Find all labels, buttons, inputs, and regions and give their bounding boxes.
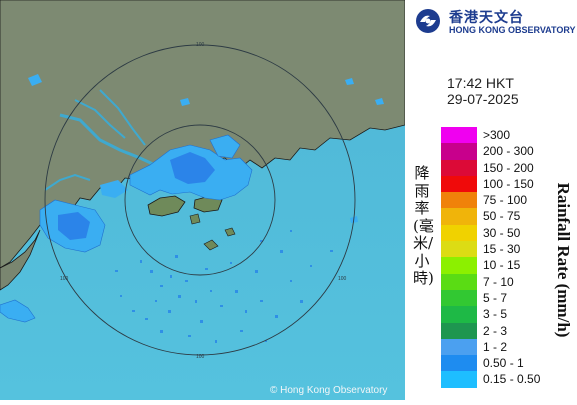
legend-swatch xyxy=(441,257,477,274)
radar-map-svg: 100 100 100 100 xyxy=(0,0,406,400)
legend-label: 30 - 50 xyxy=(483,225,521,240)
legend-label: 150 - 200 xyxy=(483,160,534,175)
rainfall-legend: >300 200 - 300 150 - 200 100 - 150 75 - 100 5… xyxy=(441,127,540,388)
island-small-2 xyxy=(224,227,236,237)
legend-row: 150 - 200 xyxy=(441,159,534,176)
legend-swatch xyxy=(441,192,477,209)
rain-cluster-sw xyxy=(0,299,36,323)
rain-patch-nw xyxy=(28,74,42,86)
legend-row: 0.50 - 1 xyxy=(441,355,524,372)
legend-label: 0.50 - 1 xyxy=(483,356,524,371)
rain-core-west xyxy=(58,212,90,240)
rain-patch-e1 xyxy=(375,98,384,105)
legend-row: 200 - 300 xyxy=(441,143,534,160)
river-channel xyxy=(59,113,156,167)
range-label-east: 100 xyxy=(338,276,347,282)
legend-swatch xyxy=(441,175,477,193)
rain-cluster-east xyxy=(209,134,241,159)
legend-label: 15 - 30 xyxy=(483,242,521,257)
range-label-north: 100 xyxy=(196,42,205,48)
legend-swatch xyxy=(441,371,477,388)
range-ring-outer xyxy=(44,44,356,356)
hko-logo-text-en: HONG KONG OBSERVATORY xyxy=(449,25,576,35)
range-label-west: 100 xyxy=(60,276,69,282)
legend-label: 7 - 10 xyxy=(483,274,514,289)
legend-row: 2 - 3 xyxy=(441,322,507,339)
legend-swatch xyxy=(441,355,477,372)
legend-label: 0.15 - 0.50 xyxy=(483,372,541,387)
island-small-1 xyxy=(203,239,219,251)
range-label-south: 100 xyxy=(196,354,205,360)
rain-core-hk xyxy=(170,152,215,184)
rain-patch-ne xyxy=(345,78,354,85)
range-ring-inner xyxy=(124,124,276,276)
legend-label: 100 - 150 xyxy=(483,176,534,191)
island-lamma xyxy=(189,213,201,225)
observation-date: 29-07-2025 xyxy=(447,91,519,107)
legend-swatch xyxy=(441,338,477,356)
legend-row: 30 - 50 xyxy=(441,224,520,242)
legend-label: 5 - 7 xyxy=(483,290,508,305)
land-west xyxy=(0,229,41,291)
legend-title-en-wrap: Rainfall Rate (mm/h) xyxy=(553,170,573,350)
legend-swatch xyxy=(441,224,477,242)
legend-label: 2 - 3 xyxy=(483,323,508,338)
rain-cluster-nw xyxy=(100,180,128,198)
legend-label: 75 - 100 xyxy=(483,193,528,208)
legend-row: 7 - 10 xyxy=(441,273,514,290)
radar-map[interactable]: 100 100 100 100 © Hong Kong Observatory xyxy=(0,0,406,400)
river-channel-3 xyxy=(99,89,146,146)
observation-time: 17:42 HKT xyxy=(447,75,514,91)
hko-logo-icon xyxy=(416,9,440,33)
legend-swatch xyxy=(441,241,477,258)
legend-label: 1 - 2 xyxy=(483,339,508,354)
legend-swatch xyxy=(441,208,477,225)
legend-label: 50 - 75 xyxy=(483,209,521,224)
legend-row: 10 - 15 xyxy=(441,257,520,274)
hko-logo-text-zh: 香港天文台 xyxy=(449,10,524,26)
river-channel-4 xyxy=(44,173,91,191)
legend-label: 10 - 15 xyxy=(483,258,521,273)
rain-echoes xyxy=(0,74,384,323)
legend-row: 15 - 30 xyxy=(441,241,520,258)
legend-row: >300 xyxy=(441,127,510,144)
range-ring-labels: 100 100 100 100 xyxy=(60,42,347,360)
river-channel-2 xyxy=(74,99,126,139)
legend-row: 100 - 150 xyxy=(441,175,534,193)
rain-speckles xyxy=(115,230,333,343)
legend-row: 75 - 100 xyxy=(441,192,527,209)
legend-swatch xyxy=(441,306,477,323)
rain-patch-n xyxy=(180,98,190,106)
legend-row: 1 - 2 xyxy=(441,338,507,356)
legend-label: >300 xyxy=(483,128,511,142)
legend-swatch xyxy=(441,322,477,339)
legend-title-zh: 降雨率(毫米/小時) xyxy=(413,164,434,287)
legend-swatch xyxy=(441,127,477,144)
legend-swatch xyxy=(441,143,477,160)
legend-swatch xyxy=(441,159,477,176)
legend-label: 200 - 300 xyxy=(483,144,534,159)
legend-row: 3 - 5 xyxy=(441,306,507,323)
island-lantau xyxy=(147,195,186,217)
info-panel: 香港天文台 HONG KONG OBSERVATORY 17:42 HKT 29… xyxy=(405,0,577,400)
legend-swatch xyxy=(441,273,477,290)
legend-label: 3 - 5 xyxy=(483,307,508,322)
legend-title-en: Rainfall Rate (mm/h) xyxy=(554,182,573,338)
legend-row: 5 - 7 xyxy=(441,289,507,307)
legend-row: 50 - 75 xyxy=(441,208,520,225)
legend-swatch xyxy=(441,289,477,307)
legend-row: 0.15 - 0.50 xyxy=(441,371,540,388)
copyright-notice: © Hong Kong Observatory xyxy=(270,385,388,396)
range-rings xyxy=(44,44,356,356)
